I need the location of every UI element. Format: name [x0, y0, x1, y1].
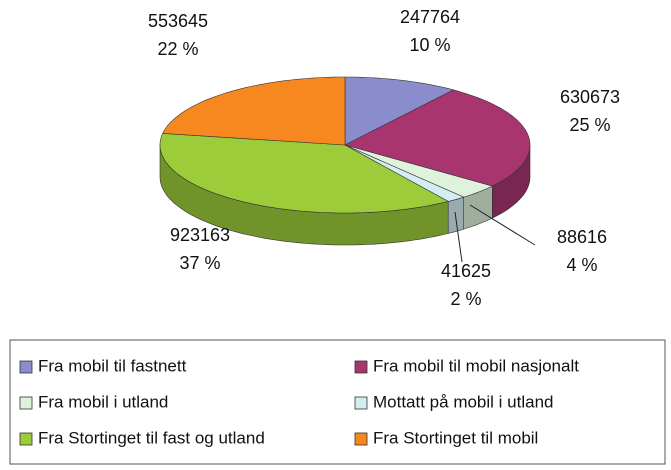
value-label: 553645 [148, 11, 208, 31]
legend-label: Fra mobil til mobil nasjonalt [373, 356, 579, 375]
percent-label: 10 % [409, 35, 450, 55]
percent-label: 22 % [157, 39, 198, 59]
legend-label: Fra mobil i utland [38, 392, 168, 411]
percent-label: 37 % [179, 253, 220, 273]
legend-label: Fra Stortinget til fast og utland [38, 428, 265, 447]
legend-swatch [19, 432, 33, 446]
slice [344, 144, 494, 198]
slice [344, 89, 531, 187]
legend-swatch [354, 432, 368, 446]
leader-line [454, 211, 463, 263]
value-label: 247764 [400, 7, 460, 27]
labels: 247764 10 % 630673 25 % 88616 4 % 41625 2 % 9231… [148, 7, 620, 309]
slice [162, 76, 346, 146]
value-label: 41625 [441, 261, 491, 281]
percent-label: 2 % [450, 289, 481, 309]
legend-label: Fra mobil til fastnett [38, 356, 187, 375]
percent-label: 4 % [566, 255, 597, 275]
legend-box [9, 339, 666, 465]
legend-swatch [354, 396, 368, 410]
legend-label: Mottatt på mobil i utland [373, 392, 553, 411]
slice [159, 133, 450, 214]
legend-swatch [19, 360, 33, 374]
legend-label: Fra Stortinget til mobil [373, 428, 538, 447]
percent-label: 25 % [569, 115, 610, 135]
legend-swatch [354, 360, 368, 374]
value-label: 630673 [560, 87, 620, 107]
value-label: 88616 [557, 227, 607, 247]
legend-swatch [19, 396, 33, 410]
value-label: 923163 [170, 225, 230, 245]
legend: Fra mobil til fastnett Fra mobil til mobi… [19, 356, 579, 447]
slice [344, 76, 455, 146]
leader-line [469, 204, 536, 246]
pie [159, 76, 531, 246]
